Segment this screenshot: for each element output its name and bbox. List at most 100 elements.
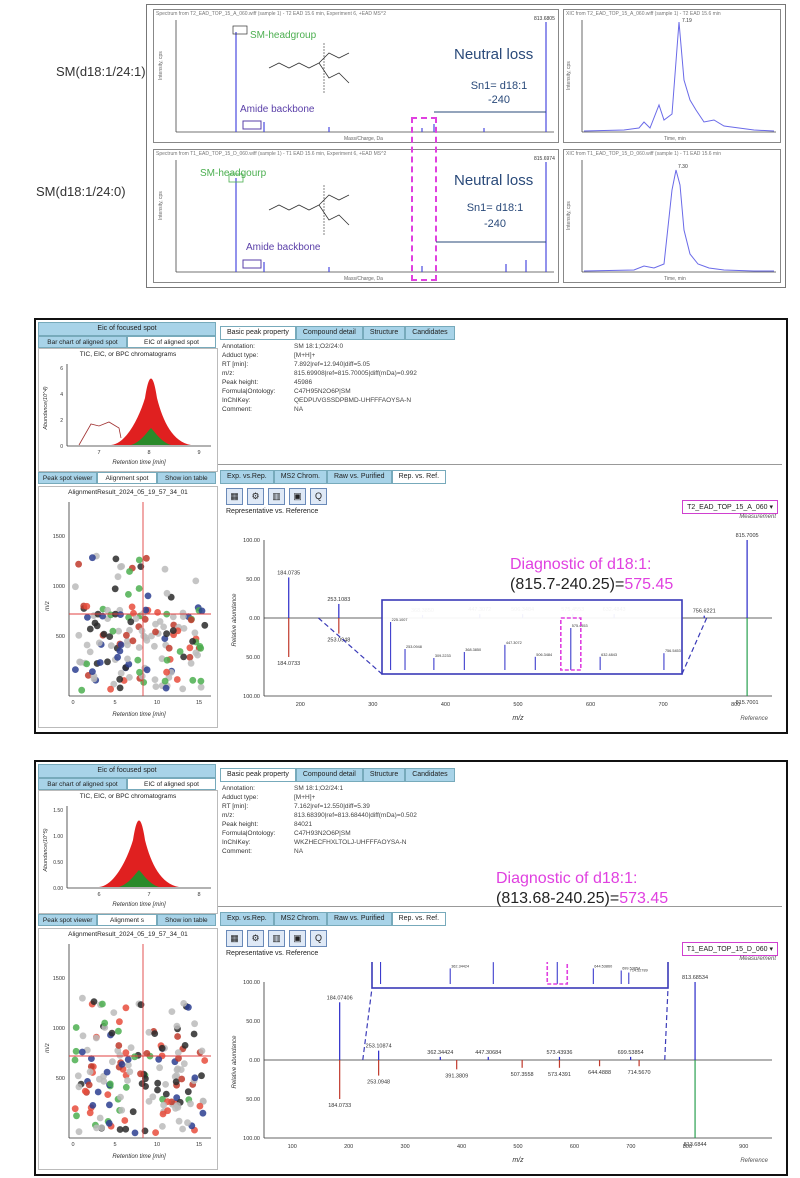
reference-dropdown[interactable]: T1_EAD_TOP_15_D_060 ▾	[681, 942, 778, 956]
image-icon[interactable]: ▣	[289, 930, 306, 947]
ms-spectrum-row2: Spectrum from T1_EAD_TOP_15_D_060.wiff (…	[153, 149, 559, 283]
ms-xtick-label: 800	[683, 1144, 692, 1150]
ms-xtick-label: 400	[441, 702, 450, 708]
viewer-tab-0[interactable]: Peak spot viewer	[38, 472, 98, 484]
property-tab-0[interactable]: Basic peak property	[220, 326, 296, 340]
ms-tab-1[interactable]: MS2 Chrom.	[273, 912, 327, 926]
ms-tab-3[interactable]: Rep. vs. Ref.	[391, 470, 447, 484]
left-tab-group: Eic of focused spot Bar chart of aligned …	[38, 764, 216, 790]
settings-icon[interactable]: ⚙	[247, 930, 264, 947]
ms-tab-3[interactable]: Rep. vs. Ref.	[391, 912, 447, 926]
ms-tab-0[interactable]: Exp. vs.Rep.	[220, 470, 274, 484]
scatter-point	[190, 1030, 198, 1038]
property-tab-3[interactable]: Candidates	[405, 768, 455, 782]
alignment-scatter[interactable]: 1500 1000 500 0 5 10 15 Retention time [min] m/z	[39, 496, 217, 724]
property-key: Adduct type:	[222, 352, 259, 359]
scatter-point	[118, 563, 126, 570]
scatter-point	[71, 1056, 79, 1064]
reference-dropdown[interactable]: T2_EAD_TOP_15_A_060 ▾	[682, 500, 778, 514]
eic-xtick-label: 8	[147, 450, 150, 456]
ms-tab-2[interactable]: Raw vs. Purified	[326, 912, 392, 926]
viewer-tab-1[interactable]: Alignment spot	[97, 472, 157, 484]
property-tab-1[interactable]: Compound detail	[295, 768, 363, 782]
chromatogram-row2: XIC from T1_EAD_TOP_15_D_060.wiff (sampl…	[563, 149, 781, 283]
scatter-xtick-label: 0	[71, 700, 74, 706]
scatter-point	[199, 1097, 207, 1105]
ms-ytick-label: 50.00	[246, 655, 260, 661]
scatter-point	[72, 1047, 80, 1055]
viewer-tab-0[interactable]: Peak spot viewer	[38, 914, 98, 926]
scatter-point	[168, 1008, 176, 1015]
ms-yaxis-title-row2: Intensity, cps	[158, 191, 164, 220]
property-tab-1[interactable]: Compound detail	[295, 326, 363, 340]
ms-ytick-label: 50.00	[246, 577, 260, 583]
viewer-tab-2[interactable]: Show ion table	[156, 472, 216, 484]
viewer-tab-2[interactable]: Show ion table	[156, 914, 216, 926]
ms-ref-label: Reference	[740, 716, 768, 722]
ms-ytick-label: 50.00	[246, 1097, 260, 1103]
settings-icon[interactable]: ⚙	[247, 488, 264, 505]
ms-lower-peak-label: 507.3558	[511, 1072, 534, 1078]
ms-tabs: Exp. vs.Rep. MS2 Chrom. Raw vs. Purified Re…	[220, 470, 447, 484]
scatter-point	[159, 1123, 166, 1130]
chromatogram-row1: XIC from T2_EAD_TOP_15_A_060.wiff (sampl…	[563, 9, 781, 143]
left-tab-0[interactable]: Bar chart of aligned spot	[38, 336, 127, 348]
property-key: Comment:	[222, 848, 252, 855]
image-icon[interactable]: ▣	[289, 488, 306, 505]
scatter-point	[175, 1054, 182, 1062]
lq-icon[interactable]: Q	[310, 488, 327, 505]
property-tab-3[interactable]: Candidates	[405, 326, 455, 340]
property-key: RT [min]:	[222, 361, 249, 368]
scatter-point	[100, 630, 108, 638]
tab-eic-focused-spot[interactable]: Eic of focused spot	[38, 322, 216, 336]
scatter-point	[156, 1064, 163, 1072]
scatter-point	[109, 1058, 116, 1066]
ms-tab-0[interactable]: Exp. vs.Rep.	[220, 912, 274, 926]
lq-icon[interactable]: Q	[310, 930, 327, 947]
ms-tab-2[interactable]: Raw vs. Purified	[326, 470, 392, 484]
ms-xtick-label: 500	[513, 1144, 522, 1150]
palette-icon[interactable]: ▥	[268, 488, 285, 505]
zoom-connector-left	[362, 987, 373, 1061]
scatter-point	[112, 555, 120, 563]
ms-ylabel: Relative abundance	[232, 593, 238, 647]
ms-lower-peak-label: 184.0733	[277, 661, 300, 667]
property-tab-2[interactable]: Structure	[362, 326, 406, 340]
ms-tab-1[interactable]: MS2 Chrom.	[273, 470, 327, 484]
measurement-label: Measurement	[739, 514, 776, 520]
section-divider	[218, 464, 782, 465]
property-tab-2[interactable]: Structure	[362, 768, 406, 782]
ms-upper-peak-label: 184.07406	[327, 995, 353, 1001]
scatter-point	[145, 1028, 153, 1036]
inset-peak-label: 756.5453	[665, 649, 681, 653]
alignment-scatter[interactable]: 1500 1000 500 0 5 10 15 Retention time [min] m/z	[39, 938, 217, 1166]
scatter-ytick-label: 1000	[53, 1026, 65, 1032]
scatter-point	[129, 637, 137, 645]
palette-icon[interactable]: ▥	[268, 930, 285, 947]
viewer-tab-1[interactable]: Alignment s	[97, 914, 157, 926]
chart-icon[interactable]: ▦	[226, 488, 243, 505]
scatter-point	[116, 675, 124, 683]
scatter-point	[107, 642, 115, 649]
scatter-point	[163, 589, 171, 597]
scatter-point	[124, 1056, 132, 1063]
scatter-point	[86, 648, 94, 656]
property-tab-0[interactable]: Basic peak property	[220, 768, 296, 782]
tab-eic-focused-spot[interactable]: Eic of focused spot	[38, 764, 216, 778]
amide-backbone-label-row2: Amide backbone	[246, 242, 321, 253]
scatter-point	[141, 615, 149, 623]
chevron-down-icon: ▾	[769, 504, 773, 511]
ms-xaxis-title-row2: Mass/Charge, Da	[344, 276, 383, 282]
diagnostic-value: 575.45	[624, 576, 674, 593]
scatter-point	[122, 1049, 130, 1057]
scatter-point	[189, 676, 197, 684]
scatter-point	[155, 1055, 163, 1063]
chart-icon[interactable]: ▦	[226, 930, 243, 947]
left-tab-1[interactable]: EIC of aligned spot	[127, 336, 216, 348]
scatter-point	[106, 1101, 113, 1109]
ms-upper-peak-label: 184.0735	[277, 570, 300, 576]
left-tab-1[interactable]: EIC of aligned spot	[127, 778, 216, 790]
chevron-down-icon: ▾	[769, 946, 773, 953]
property-value: 45986	[294, 379, 313, 386]
left-tab-0[interactable]: Bar chart of aligned spot	[38, 778, 127, 790]
